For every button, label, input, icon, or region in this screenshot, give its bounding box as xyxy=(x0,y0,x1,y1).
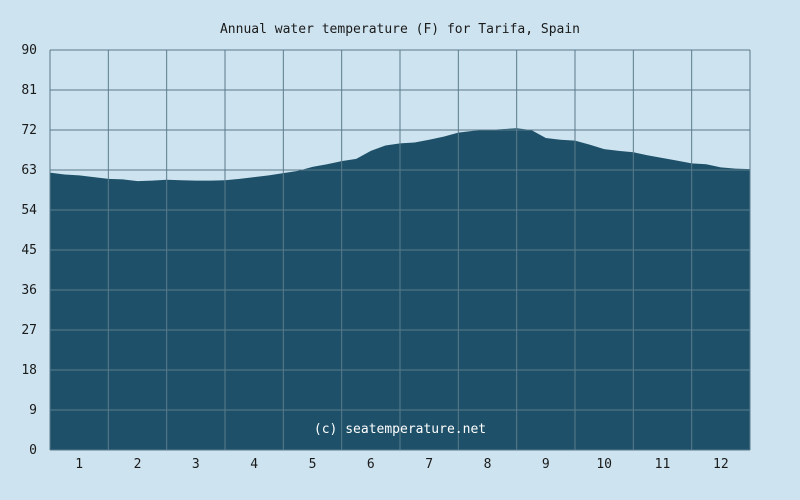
y-tick-label: 18 xyxy=(21,363,37,378)
watermark-text: (c) seatemperature.net xyxy=(314,422,486,437)
x-tick-label: 7 xyxy=(425,457,433,472)
x-tick-label: 3 xyxy=(192,457,200,472)
x-tick-label: 11 xyxy=(655,457,671,472)
y-tick-label: 45 xyxy=(21,243,37,258)
x-tick-label: 12 xyxy=(713,457,729,472)
y-tick-label: 0 xyxy=(29,443,37,458)
y-tick-label: 63 xyxy=(21,163,37,178)
chart-title: Annual water temperature (F) for Tarifa,… xyxy=(220,22,580,37)
y-tick-label: 36 xyxy=(21,283,37,298)
x-axis-ticks: 1 2 3 4 5 6 7 8 9 10 11 12 xyxy=(75,457,728,472)
x-tick-label: 10 xyxy=(596,457,612,472)
y-tick-label: 27 xyxy=(21,323,37,338)
y-axis-ticks: 0 9 18 27 36 45 54 63 72 81 90 xyxy=(21,43,37,458)
y-tick-label: 9 xyxy=(29,403,37,418)
grid-layer xyxy=(49,49,751,451)
x-tick-label: 8 xyxy=(484,457,492,472)
y-tick-label: 72 xyxy=(21,123,37,138)
y-tick-label: 90 xyxy=(21,43,37,58)
x-tick-label: 2 xyxy=(134,457,142,472)
x-tick-label: 6 xyxy=(367,457,375,472)
x-tick-label: 5 xyxy=(309,457,317,472)
y-tick-label: 54 xyxy=(21,203,37,218)
x-tick-label: 1 xyxy=(75,457,83,472)
x-tick-label: 9 xyxy=(542,457,550,472)
y-tick-label: 81 xyxy=(21,83,37,98)
x-tick-label: 4 xyxy=(250,457,258,472)
